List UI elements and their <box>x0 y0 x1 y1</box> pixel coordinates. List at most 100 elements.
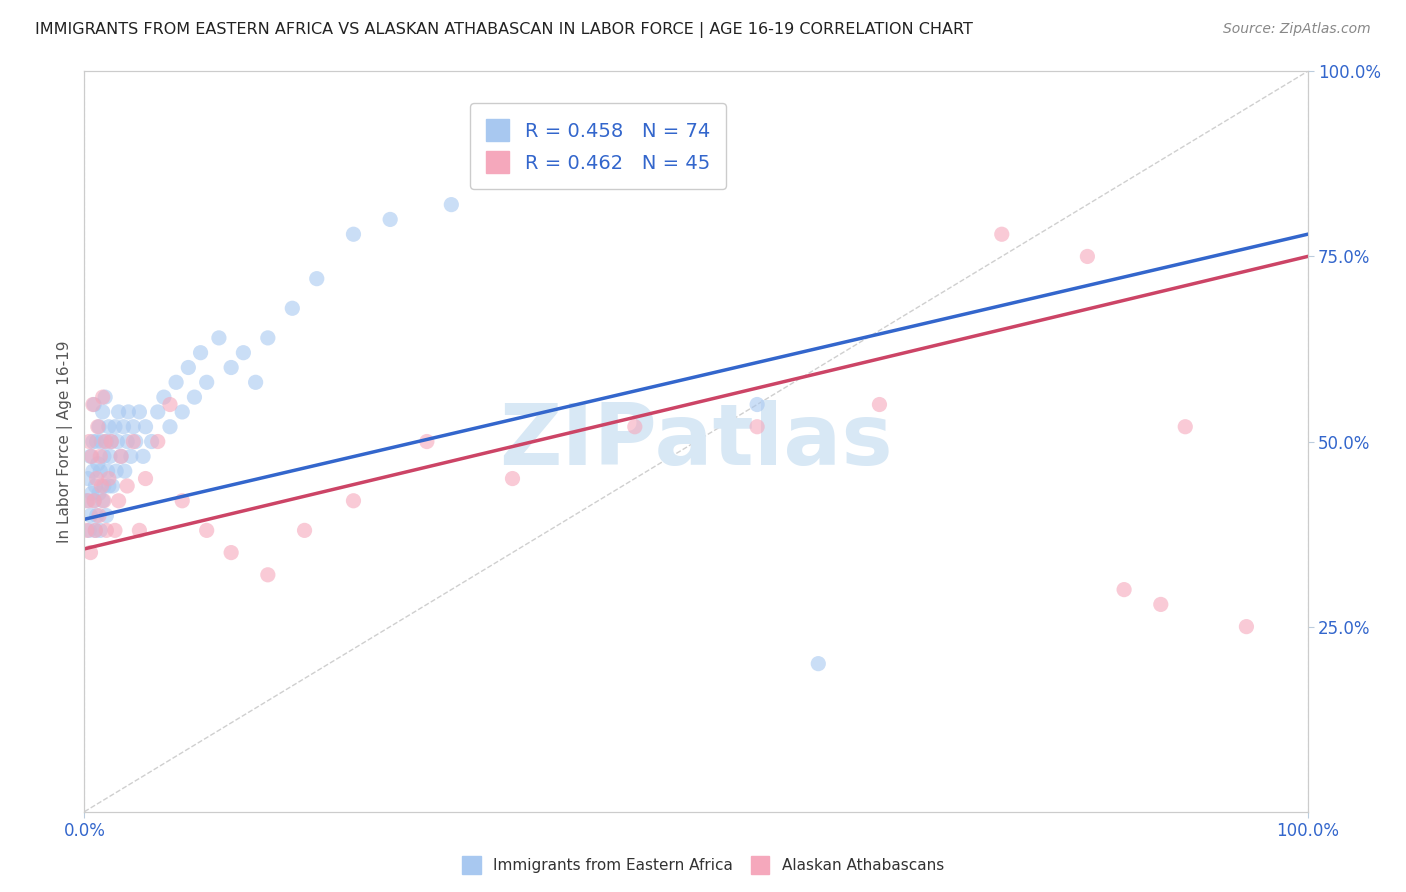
Point <box>77 434 100 449</box>
Legend: Immigrants from Eastern Africa, Alaskan Athabascans: Immigrants from Eastern Africa, Alaskan … <box>456 850 950 880</box>
Point <box>177 360 200 375</box>
Point <box>305 271 328 285</box>
Point <box>440 197 463 211</box>
Point <box>90 479 112 493</box>
Point <box>93 479 115 493</box>
Point <box>79 450 101 464</box>
Point <box>380 212 402 227</box>
Point <box>76 493 98 508</box>
Point <box>120 450 142 464</box>
Point <box>117 405 139 419</box>
Point <box>82 434 104 449</box>
Point <box>96 434 118 449</box>
Point <box>122 434 145 449</box>
Point <box>747 419 769 434</box>
Point <box>245 376 267 390</box>
Point <box>183 390 205 404</box>
Point <box>79 508 101 523</box>
Point <box>82 398 104 412</box>
Point <box>87 419 110 434</box>
Point <box>86 471 108 485</box>
Text: Source: ZipAtlas.com: Source: ZipAtlas.com <box>1223 22 1371 37</box>
Point <box>104 419 127 434</box>
Point <box>172 405 194 419</box>
Point <box>747 398 769 412</box>
Point <box>869 398 891 412</box>
Point <box>146 434 169 449</box>
Point <box>562 153 585 168</box>
Point <box>107 405 129 419</box>
Point <box>685 123 707 137</box>
Point <box>807 657 830 671</box>
Point <box>82 464 104 478</box>
Point <box>159 398 181 412</box>
Point <box>122 419 145 434</box>
Point <box>79 546 101 560</box>
Point <box>83 398 105 412</box>
Point <box>257 567 280 582</box>
Point <box>104 524 127 538</box>
Y-axis label: In Labor Force | Age 16-19: In Labor Force | Age 16-19 <box>58 340 73 543</box>
Point <box>86 508 108 523</box>
Point <box>219 546 242 560</box>
Point <box>89 464 111 478</box>
Point <box>101 479 124 493</box>
Point <box>208 331 231 345</box>
Point <box>294 524 316 538</box>
Point <box>105 464 128 478</box>
Text: IMMIGRANTS FROM EASTERN AFRICA VS ALASKAN ATHABASCAN IN LABOR FORCE | AGE 16-19 : IMMIGRANTS FROM EASTERN AFRICA VS ALASKA… <box>35 22 973 38</box>
Point <box>91 493 114 508</box>
Text: ZIPatlas: ZIPatlas <box>499 400 893 483</box>
Point <box>416 434 439 449</box>
Point <box>141 434 163 449</box>
Point <box>84 479 107 493</box>
Point <box>991 227 1014 242</box>
Point <box>80 486 103 500</box>
Point <box>114 464 136 478</box>
Point <box>128 524 150 538</box>
Point <box>115 434 138 449</box>
Point <box>115 479 138 493</box>
Point <box>624 419 647 434</box>
Point <box>93 493 115 508</box>
Point <box>1174 419 1197 434</box>
Point <box>281 301 304 316</box>
Point <box>77 471 100 485</box>
Point <box>219 360 242 375</box>
Point <box>97 471 120 485</box>
Point <box>91 405 114 419</box>
Point <box>98 450 121 464</box>
Point <box>342 227 364 242</box>
Point <box>135 471 157 485</box>
Point <box>1236 619 1258 633</box>
Point <box>77 493 100 508</box>
Legend: R = 0.458   N = 74, R = 0.462   N = 45: R = 0.458 N = 74, R = 0.462 N = 45 <box>471 103 725 189</box>
Point <box>87 419 110 434</box>
Point <box>172 493 194 508</box>
Point <box>83 493 105 508</box>
Point <box>76 524 98 538</box>
Point <box>195 524 218 538</box>
Point <box>146 405 169 419</box>
Point <box>153 390 176 404</box>
Point <box>135 419 157 434</box>
Point <box>100 434 122 449</box>
Point <box>132 450 155 464</box>
Point <box>84 524 107 538</box>
Point <box>1114 582 1136 597</box>
Point <box>91 390 114 404</box>
Point <box>87 486 110 500</box>
Point <box>112 419 135 434</box>
Point <box>502 175 524 190</box>
Point <box>159 419 181 434</box>
Point <box>128 405 150 419</box>
Point <box>89 524 111 538</box>
Point <box>77 524 100 538</box>
Point <box>502 471 524 485</box>
Point <box>257 331 280 345</box>
Point <box>1150 598 1173 612</box>
Point <box>89 450 111 464</box>
Point <box>97 419 120 434</box>
Point <box>1076 250 1098 264</box>
Point <box>93 450 115 464</box>
